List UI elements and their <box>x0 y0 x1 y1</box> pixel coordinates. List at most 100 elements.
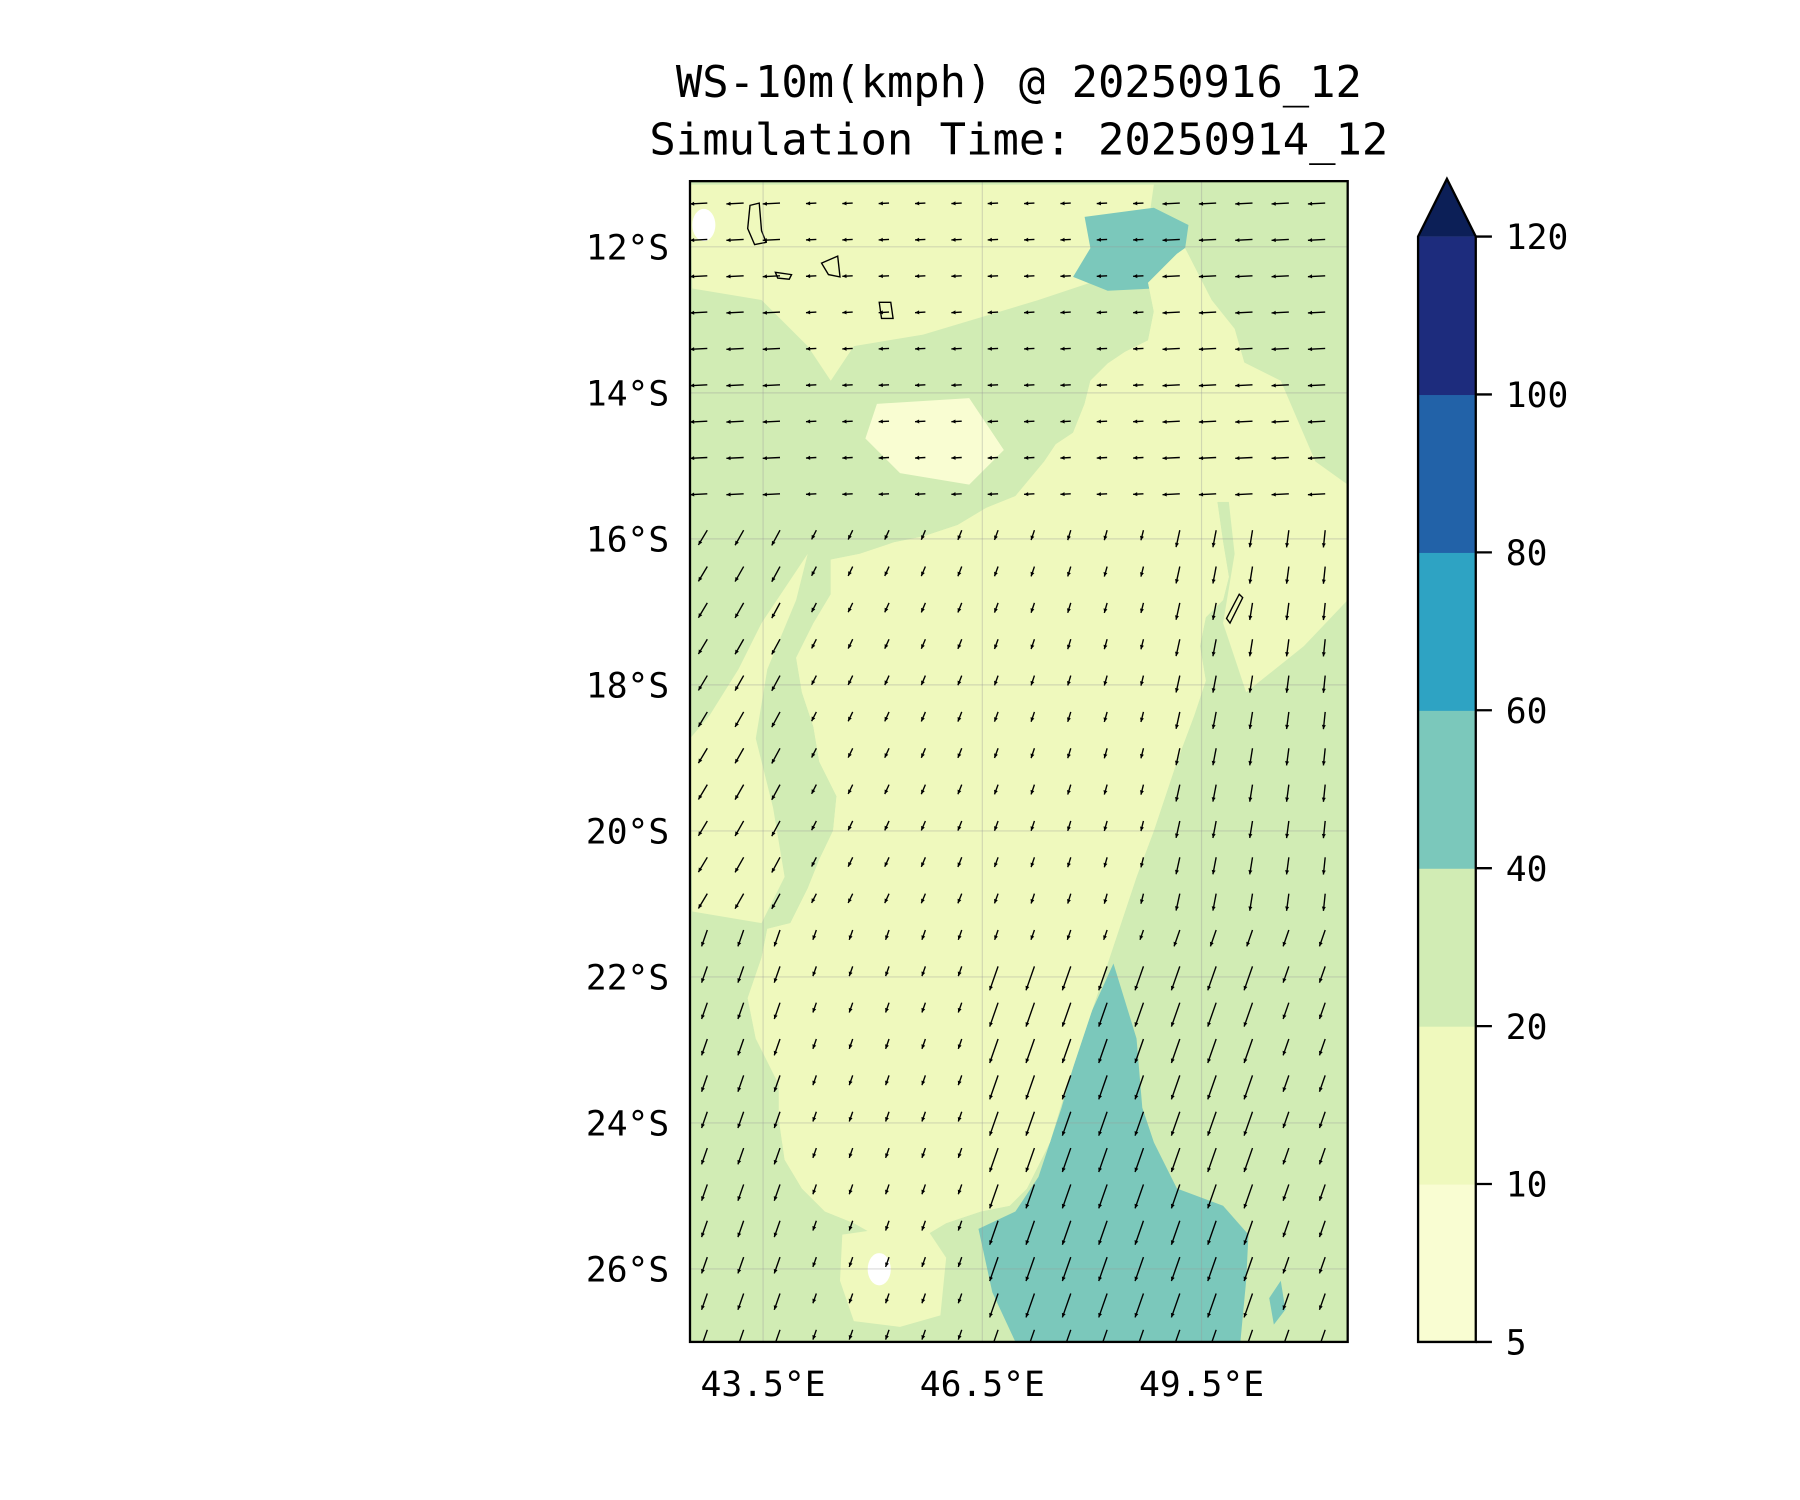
wind-vector-head <box>951 274 956 279</box>
wind-vector-head <box>1096 383 1101 388</box>
wind-vector-head <box>885 1080 889 1086</box>
wind-vector-head <box>1211 651 1216 657</box>
wind-vector-head <box>1211 724 1216 729</box>
wind-vector-head <box>1318 1268 1323 1274</box>
wind-vector-head <box>735 867 739 873</box>
wind-vector-head <box>737 1305 742 1310</box>
wind-vector-head <box>1067 608 1071 613</box>
wind-vector <box>1243 1111 1254 1136</box>
wind-vector-head <box>848 1298 853 1304</box>
wind-vector-head <box>951 419 956 424</box>
wind-vector-head <box>957 680 962 686</box>
chart-title-line2: Simulation Time: 20250914_12 <box>649 115 1388 166</box>
wind-vector-head <box>1271 419 1276 424</box>
wind-vector-head <box>994 898 998 904</box>
wind-vector-head <box>848 1335 853 1340</box>
wind-vector <box>1207 1002 1217 1027</box>
wind-vector-head <box>1307 347 1313 352</box>
wind-vector-head <box>1140 899 1144 904</box>
wind-vector-head <box>848 971 853 977</box>
wind-vector-head <box>1207 1058 1212 1063</box>
wind-vector-head <box>1175 869 1179 875</box>
wind-vector <box>1025 1293 1036 1318</box>
wind-vector-head <box>1170 1094 1175 1100</box>
wind-vector-head <box>957 1007 962 1013</box>
wind-vector <box>1207 966 1217 991</box>
wind-vector-head <box>1062 1349 1066 1354</box>
wind-vector-head <box>1321 761 1326 766</box>
wind-vector-head <box>989 1203 993 1209</box>
wind-vector-head <box>737 941 742 947</box>
wind-vector-head <box>1211 760 1216 766</box>
y-tick-label: 20°S <box>586 813 669 853</box>
wind-vector-head <box>1098 1022 1102 1027</box>
wind-vector-head <box>1025 1312 1030 1318</box>
sainte-marie-island <box>1225 593 1244 625</box>
wind-vector <box>1170 1038 1181 1064</box>
wind-vector-head <box>994 789 998 795</box>
wind-vector-head <box>1025 1276 1030 1282</box>
wind-vector-head <box>701 1123 705 1129</box>
wind-vector-head <box>1211 688 1216 693</box>
y-tick-label: 12°S <box>586 229 669 269</box>
wind-vector-head <box>1098 1058 1102 1063</box>
wind-vector-head <box>701 978 705 983</box>
wind-vector <box>1134 1184 1145 1209</box>
wind-vector-head <box>701 1014 705 1020</box>
wind-vector-head <box>1098 1131 1102 1136</box>
wind-vector-head <box>771 613 776 619</box>
wind-vector-head <box>1321 543 1326 548</box>
wind-vector-head <box>737 1159 742 1165</box>
wind-vector-head <box>1134 985 1139 991</box>
wind-vector-head <box>1248 688 1253 693</box>
wind-vector-head <box>1235 456 1240 461</box>
wind-vector-head <box>1140 826 1144 832</box>
wind-vector-head <box>1103 608 1108 613</box>
wind-vector-head <box>726 201 731 206</box>
wind-vector-head <box>848 1153 853 1158</box>
wind-vector-head <box>884 716 889 722</box>
wind-vector-head <box>1067 862 1071 868</box>
wind-vector-head <box>1285 833 1290 839</box>
wind-vector-head <box>1248 542 1253 548</box>
wind-vector-head <box>1271 456 1276 461</box>
wind-vector-head <box>885 1225 889 1231</box>
colorbar-tick-label: 80 <box>1506 534 1548 574</box>
wind-vector-head <box>737 1268 742 1274</box>
wind-vector-head <box>994 717 998 722</box>
wind-vector <box>1098 1002 1108 1027</box>
wind-vector-head <box>1318 1232 1323 1238</box>
wind-vector-head <box>812 1080 817 1086</box>
wind-vector-head <box>812 1153 817 1158</box>
wind-vector-head <box>951 455 956 460</box>
wind-vector <box>1061 1220 1072 1245</box>
wind-vector-head <box>1282 978 1287 983</box>
wind-vector-head <box>701 941 705 947</box>
wind-vector <box>702 1329 708 1342</box>
wind-vector-head <box>1198 419 1204 424</box>
wind-vector-head <box>1060 237 1065 242</box>
wind-vector-head <box>842 492 847 497</box>
wind-vector-head <box>1175 797 1179 802</box>
wind-vector-head <box>987 274 992 279</box>
wind-vector-head <box>1243 1131 1248 1136</box>
wind-vector-head <box>921 680 925 686</box>
wind-vector-head <box>1198 456 1204 461</box>
wind-vector <box>1061 1075 1072 1100</box>
wind-vector <box>1207 1038 1217 1064</box>
wind-vector-head <box>878 346 883 351</box>
wind-vector-head <box>812 935 817 940</box>
wind-vector-head <box>1285 761 1290 766</box>
wind-vector-head <box>1060 455 1065 460</box>
wind-vector-head <box>1198 274 1204 279</box>
wind-vector-head <box>915 274 920 279</box>
wind-vector-head <box>1318 1123 1323 1129</box>
wind-vector-head <box>1170 1022 1175 1027</box>
wind-vector-head <box>1060 274 1065 279</box>
wind-vector-head <box>1140 572 1144 577</box>
wind-vector-head <box>1285 688 1290 693</box>
wind-vector-head <box>773 1159 778 1165</box>
wind-vector-head <box>921 1298 926 1304</box>
wind-vector-head <box>1162 383 1167 388</box>
wind-vector <box>1098 1111 1108 1136</box>
